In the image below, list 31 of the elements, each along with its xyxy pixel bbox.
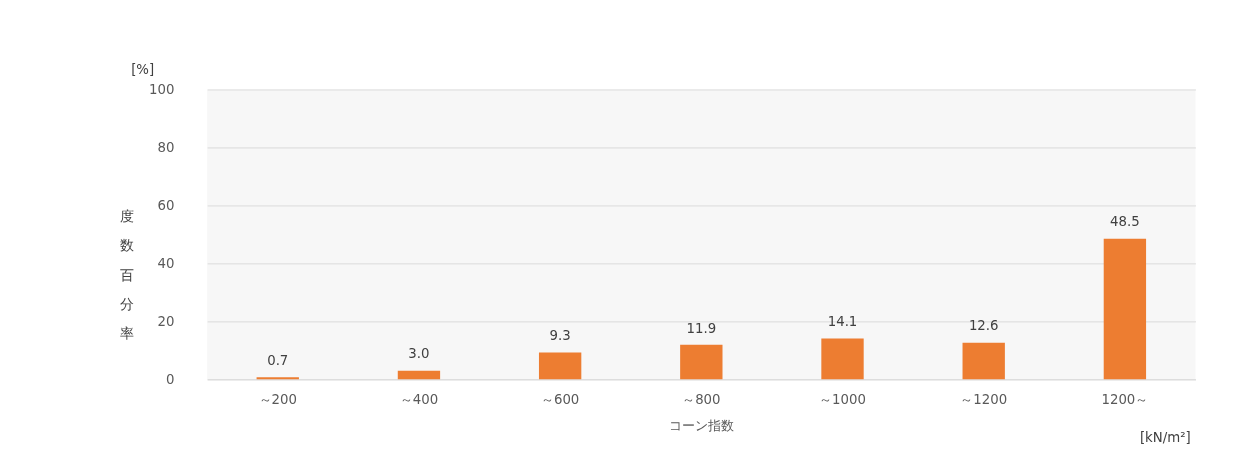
data-label: 11.9 bbox=[686, 320, 717, 336]
x-tick-label: ～800 bbox=[682, 391, 721, 407]
y-tick-label: 20 bbox=[157, 313, 175, 329]
y-axis-title: 度数百分率 bbox=[119, 207, 134, 342]
data-label: 0.7 bbox=[267, 352, 289, 368]
bar bbox=[680, 344, 723, 380]
bar bbox=[821, 338, 864, 380]
y-tick-label: 60 bbox=[157, 197, 175, 213]
bar bbox=[1103, 238, 1147, 380]
y-tick-label: 0 bbox=[165, 371, 175, 387]
text: [kN/m²] bbox=[1139, 430, 1191, 446]
x-tick-label: 1200～ bbox=[1101, 391, 1149, 407]
x-tick-label: ～400 bbox=[399, 391, 439, 407]
text: [%] bbox=[131, 62, 155, 78]
data-label: 9.3 bbox=[549, 328, 571, 344]
data-label: 14.1 bbox=[827, 314, 858, 330]
data-label: 48.5 bbox=[1110, 214, 1140, 230]
bar bbox=[962, 342, 1005, 380]
bar bbox=[256, 377, 299, 380]
x-tick-label: ～200 bbox=[258, 391, 297, 407]
bar bbox=[538, 352, 582, 380]
x-axis-title: コーン指数 bbox=[669, 418, 735, 434]
y-tick-label: 80 bbox=[157, 139, 175, 155]
bar bbox=[397, 370, 441, 380]
x-tick-label: ～600 bbox=[540, 391, 580, 407]
y-tick-label: 100 bbox=[148, 81, 175, 97]
data-label: 3.0 bbox=[408, 346, 430, 362]
x-tick-label: ～1000 bbox=[819, 391, 866, 407]
x-tick-label: ～1200 bbox=[960, 391, 1008, 407]
y-tick-label: 40 bbox=[157, 255, 175, 271]
data-label: 12.6 bbox=[968, 318, 999, 334]
